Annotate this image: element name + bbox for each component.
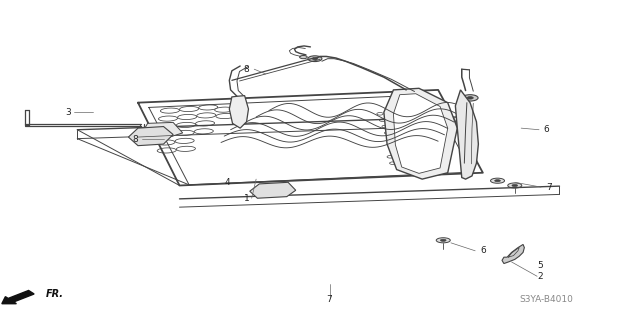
Text: 2: 2 (538, 272, 543, 281)
Ellipse shape (467, 97, 473, 99)
Ellipse shape (404, 124, 438, 140)
Ellipse shape (404, 121, 411, 123)
Ellipse shape (390, 162, 396, 164)
Polygon shape (456, 90, 478, 179)
Ellipse shape (158, 129, 170, 133)
Text: 5: 5 (538, 261, 543, 270)
Polygon shape (250, 182, 296, 198)
Ellipse shape (195, 121, 214, 126)
Ellipse shape (214, 107, 234, 112)
Ellipse shape (180, 107, 198, 112)
Ellipse shape (178, 115, 196, 120)
Ellipse shape (380, 119, 386, 122)
Ellipse shape (161, 108, 179, 113)
Ellipse shape (495, 180, 500, 182)
Ellipse shape (161, 131, 166, 132)
Text: FR.: FR. (45, 289, 63, 299)
Ellipse shape (462, 95, 478, 101)
Ellipse shape (157, 124, 176, 129)
Polygon shape (502, 244, 524, 264)
Ellipse shape (159, 116, 177, 121)
Ellipse shape (385, 132, 391, 134)
Ellipse shape (194, 129, 213, 134)
Ellipse shape (512, 184, 518, 187)
Ellipse shape (377, 113, 383, 115)
Ellipse shape (177, 122, 195, 128)
Ellipse shape (175, 138, 194, 143)
Ellipse shape (404, 114, 411, 117)
Ellipse shape (404, 127, 411, 129)
Ellipse shape (175, 130, 194, 135)
Text: 6: 6 (544, 125, 550, 134)
Ellipse shape (156, 132, 175, 137)
Text: 8: 8 (132, 135, 138, 144)
Ellipse shape (156, 137, 162, 140)
Text: 3: 3 (65, 108, 70, 117)
Ellipse shape (198, 105, 218, 110)
Ellipse shape (152, 136, 166, 141)
Text: 7: 7 (546, 183, 552, 192)
Ellipse shape (508, 183, 522, 188)
Ellipse shape (404, 167, 411, 169)
Ellipse shape (387, 156, 394, 158)
Ellipse shape (157, 148, 176, 153)
Polygon shape (394, 94, 448, 173)
Text: 1: 1 (244, 194, 250, 203)
Ellipse shape (440, 239, 446, 241)
Text: 7: 7 (326, 295, 332, 304)
Ellipse shape (177, 146, 195, 151)
Ellipse shape (156, 140, 175, 145)
Text: S3YA-B4010: S3YA-B4010 (520, 295, 573, 304)
Ellipse shape (382, 125, 388, 128)
Ellipse shape (308, 56, 322, 61)
Text: 8: 8 (244, 65, 250, 74)
Ellipse shape (436, 238, 451, 243)
FancyArrow shape (2, 291, 34, 304)
Polygon shape (129, 126, 173, 146)
Ellipse shape (312, 58, 317, 60)
Polygon shape (229, 96, 248, 128)
Ellipse shape (404, 159, 411, 161)
Ellipse shape (300, 55, 307, 59)
Ellipse shape (490, 178, 504, 183)
Ellipse shape (267, 191, 281, 196)
Ellipse shape (271, 192, 277, 195)
Polygon shape (384, 88, 458, 179)
Ellipse shape (404, 108, 411, 110)
Ellipse shape (418, 130, 424, 133)
Text: 6: 6 (480, 246, 486, 255)
Ellipse shape (216, 114, 235, 119)
Polygon shape (140, 123, 182, 141)
Text: 4: 4 (225, 178, 230, 187)
Ellipse shape (412, 127, 430, 136)
Ellipse shape (196, 113, 216, 118)
Ellipse shape (268, 188, 280, 192)
